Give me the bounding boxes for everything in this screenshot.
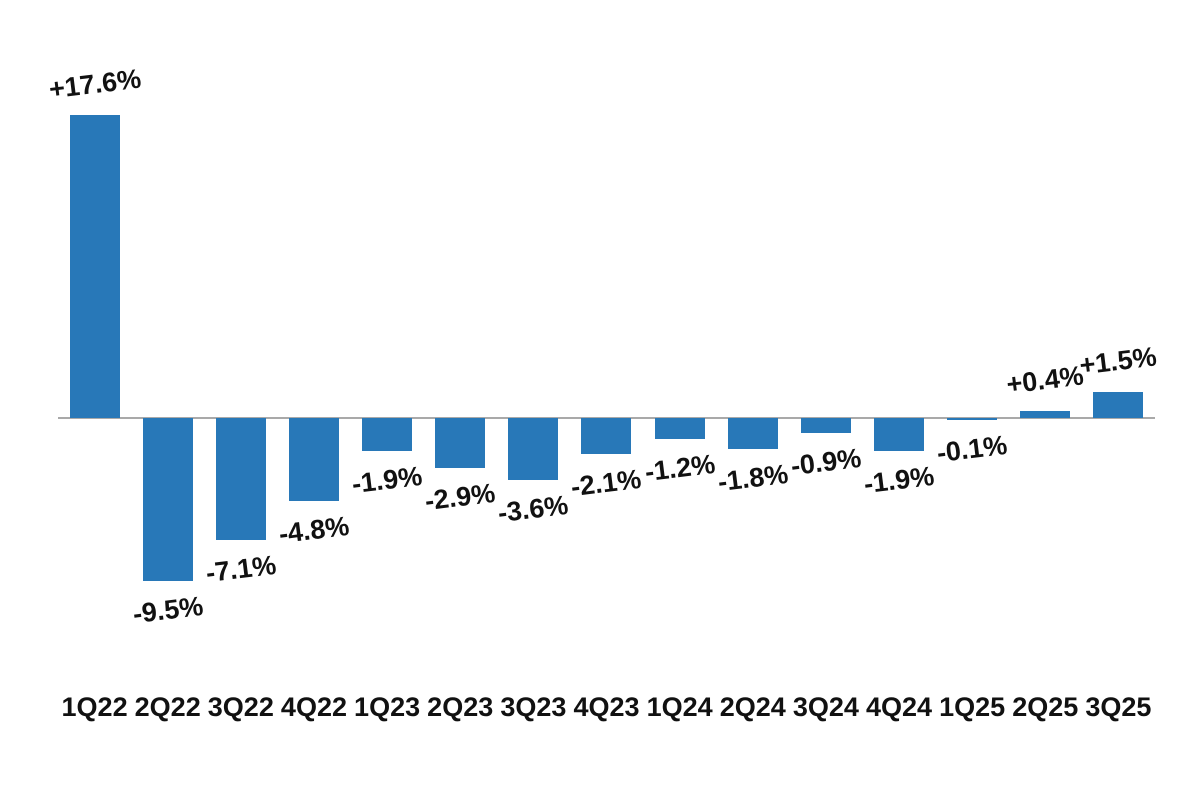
bar bbox=[1020, 411, 1071, 418]
x-axis-label: 2Q24 bbox=[719, 692, 786, 722]
bar bbox=[654, 418, 705, 439]
x-axis-label: 2Q25 bbox=[1012, 692, 1079, 722]
x-axis-label: 4Q23 bbox=[573, 692, 640, 722]
x-axis-label: 3Q23 bbox=[500, 692, 567, 722]
bar bbox=[581, 418, 632, 455]
x-axis-label: 2Q22 bbox=[134, 692, 201, 722]
x-axis-label: 3Q25 bbox=[1085, 692, 1152, 722]
bar bbox=[435, 418, 486, 468]
bar-value-label: +1.5% bbox=[1078, 341, 1159, 381]
x-axis-label: 4Q22 bbox=[280, 692, 347, 722]
bar bbox=[508, 418, 559, 480]
bar bbox=[215, 418, 266, 541]
bar bbox=[800, 418, 851, 434]
bar-value-label: -4.8% bbox=[277, 510, 351, 549]
bar bbox=[142, 418, 193, 582]
x-axis-label: 3Q22 bbox=[207, 692, 274, 722]
x-axis-label: 1Q24 bbox=[646, 692, 713, 722]
x-axis-label: 1Q23 bbox=[354, 692, 421, 722]
bar-value-label: -9.5% bbox=[130, 591, 205, 630]
bar bbox=[288, 418, 339, 501]
bar-value-label: +17.6% bbox=[46, 63, 143, 105]
bar bbox=[727, 418, 778, 449]
bar bbox=[947, 418, 998, 420]
x-axis-label: 1Q25 bbox=[939, 692, 1006, 722]
bar-value-label: -7.1% bbox=[203, 549, 278, 589]
x-axis-label: 2Q23 bbox=[427, 692, 494, 722]
bar bbox=[873, 418, 924, 451]
x-axis-label: 4Q24 bbox=[865, 692, 933, 722]
bar-value-label: -0.1% bbox=[935, 429, 1009, 468]
bar bbox=[1093, 392, 1144, 418]
bar bbox=[69, 115, 120, 418]
bar bbox=[362, 418, 413, 451]
x-axis-label: 3Q24 bbox=[792, 692, 859, 722]
x-axis-label: 1Q22 bbox=[61, 692, 128, 722]
